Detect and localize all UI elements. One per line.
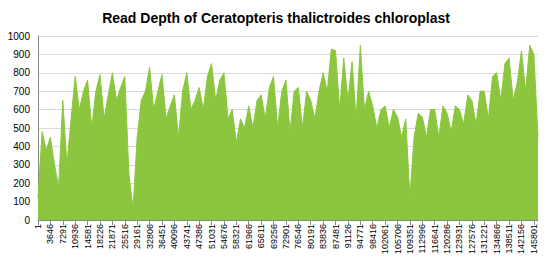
svg-text:36451: 36451 [157, 224, 167, 249]
svg-text:61966: 61966 [244, 224, 254, 249]
svg-text:21871: 21871 [107, 224, 117, 249]
svg-text:98416: 98416 [368, 224, 378, 249]
svg-text:43741: 43741 [182, 224, 192, 249]
svg-text:69256: 69256 [269, 224, 279, 249]
svg-text:40096: 40096 [169, 224, 179, 249]
svg-text:25516: 25516 [120, 224, 130, 249]
svg-text:0: 0 [24, 215, 30, 226]
svg-text:51031: 51031 [207, 224, 217, 249]
svg-text:112996: 112996 [417, 224, 427, 253]
svg-text:138511: 138511 [504, 224, 514, 253]
svg-text:72901: 72901 [281, 224, 291, 249]
svg-text:800: 800 [13, 67, 30, 78]
svg-text:102061: 102061 [380, 224, 390, 254]
svg-text:7291: 7291 [58, 224, 68, 244]
svg-text:76546: 76546 [293, 224, 303, 249]
svg-text:47386: 47386 [194, 224, 204, 249]
svg-text:131221: 131221 [479, 224, 489, 254]
svg-text:Read Depth of Ceratopteris tha: Read Depth of Ceratopteris thalictroides… [102, 10, 450, 26]
svg-text:3646: 3646 [45, 224, 55, 244]
svg-text:123931: 123931 [454, 224, 464, 254]
svg-text:80191: 80191 [306, 224, 316, 249]
svg-text:54676: 54676 [219, 224, 229, 249]
svg-text:500: 500 [13, 123, 30, 134]
svg-text:700: 700 [13, 86, 30, 97]
svg-text:32806: 32806 [145, 224, 155, 249]
svg-text:145801: 145801 [529, 224, 539, 254]
svg-text:105706: 105706 [393, 224, 403, 254]
svg-text:142156: 142156 [516, 224, 526, 254]
svg-text:134866: 134866 [492, 224, 502, 254]
svg-text:14581: 14581 [83, 224, 93, 249]
svg-text:10936: 10936 [70, 224, 80, 249]
svg-text:91126: 91126 [343, 224, 353, 248]
svg-text:100: 100 [13, 196, 30, 207]
svg-text:87481: 87481 [331, 224, 341, 249]
svg-text:116641: 116641 [430, 224, 440, 253]
svg-text:300: 300 [13, 159, 30, 170]
svg-text:1000: 1000 [8, 31, 31, 42]
svg-text:127576: 127576 [467, 224, 477, 254]
svg-text:29161: 29161 [132, 224, 142, 249]
svg-text:109351: 109351 [405, 224, 415, 254]
svg-text:58321: 58321 [231, 224, 241, 249]
svg-text:600: 600 [13, 104, 30, 115]
svg-text:1: 1 [33, 224, 43, 229]
svg-text:94771: 94771 [355, 224, 365, 249]
svg-text:200: 200 [13, 178, 30, 189]
svg-text:65611: 65611 [256, 224, 266, 248]
svg-text:900: 900 [13, 49, 30, 60]
svg-text:18226: 18226 [95, 224, 105, 249]
svg-text:83836: 83836 [318, 224, 328, 249]
svg-text:400: 400 [13, 141, 30, 152]
svg-text:120286: 120286 [442, 224, 452, 254]
